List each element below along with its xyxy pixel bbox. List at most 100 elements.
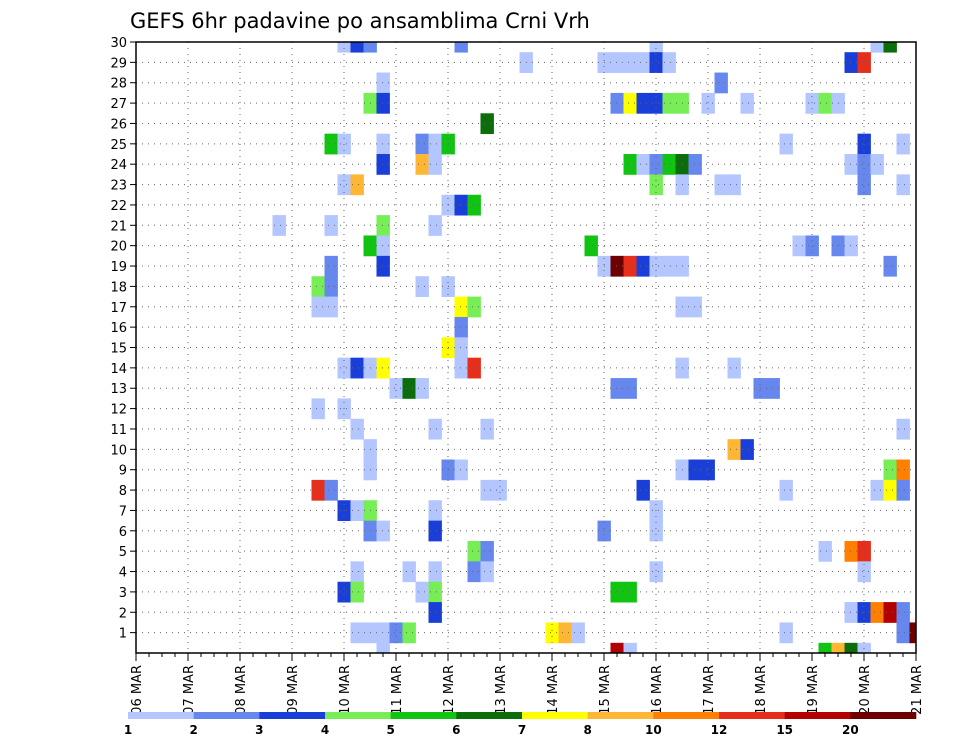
heatmap-cell xyxy=(376,215,390,236)
heatmap-cell xyxy=(376,154,390,175)
heatmap-cell xyxy=(870,42,884,53)
colorbar-swatch xyxy=(193,712,260,719)
heatmap-cell xyxy=(779,479,793,501)
y-tick-label: 22 xyxy=(110,199,127,214)
heatmap-cell xyxy=(649,520,663,542)
colorbar-label: 20 xyxy=(842,723,859,737)
heatmap-cell xyxy=(688,459,702,481)
x-tick-label: 06 MAR xyxy=(130,665,145,715)
heatmap-cell xyxy=(454,357,468,379)
heatmap-cell xyxy=(636,92,650,114)
heatmap-cell xyxy=(454,316,468,338)
heatmap-cell xyxy=(376,235,390,257)
heatmap-cell xyxy=(857,174,871,196)
heatmap-cell xyxy=(311,296,325,318)
heatmap-cell xyxy=(610,378,624,399)
colorbar-label: 5 xyxy=(386,723,394,737)
x-tick-label: 16 MAR xyxy=(650,665,665,715)
heatmap-cell xyxy=(896,174,910,196)
heatmap-cell xyxy=(350,500,364,522)
heatmap-cell xyxy=(415,276,429,297)
heatmap-cell xyxy=(662,52,676,73)
heatmap-cell xyxy=(779,622,793,644)
colorbar-label: 1 xyxy=(124,723,132,737)
colorbar-label: 8 xyxy=(583,723,591,737)
heatmap-cell xyxy=(792,235,806,257)
heatmap-cell xyxy=(337,174,351,196)
colorbar-swatch xyxy=(719,712,785,719)
heatmap-cell xyxy=(623,378,637,399)
x-tick-label: 13 MAR xyxy=(494,665,509,715)
heatmap-cell xyxy=(272,215,286,236)
x-tick-label: 10 MAR xyxy=(338,665,353,715)
y-tick-label: 8 xyxy=(119,484,127,499)
heatmap-cell xyxy=(350,357,364,379)
heatmap-cell xyxy=(844,52,858,73)
heatmap-cell xyxy=(324,276,338,297)
heatmap-cell xyxy=(909,622,917,644)
heatmap-cell xyxy=(454,42,468,53)
y-tick-label: 12 xyxy=(110,403,127,418)
y-tick-label: 11 xyxy=(110,423,127,438)
heatmap-cell xyxy=(428,561,442,583)
x-tick-label: 07 MAR xyxy=(182,665,197,715)
heatmap-cell xyxy=(727,174,741,196)
heatmap-cell xyxy=(649,92,663,114)
heatmap-cell xyxy=(324,255,338,277)
heatmap-cell xyxy=(480,479,494,501)
heatmap-cell xyxy=(870,479,884,501)
heatmap-cell xyxy=(428,154,442,175)
colorbar-swatch xyxy=(390,712,457,719)
heatmap-cell xyxy=(480,540,494,562)
y-tick-label: 14 xyxy=(110,362,127,377)
grid-lines xyxy=(136,42,916,653)
heatmap-cell xyxy=(376,622,390,644)
y-tick-label: 6 xyxy=(119,525,127,540)
heatmap-cell xyxy=(311,479,325,501)
heatmap-cell xyxy=(636,255,650,277)
heatmap-cell xyxy=(623,92,637,114)
colorbar-label: 15 xyxy=(776,723,793,737)
heatmap-cell xyxy=(428,133,442,155)
heatmap-cell xyxy=(623,642,637,654)
heatmap-cell xyxy=(805,235,819,257)
heatmap-cell xyxy=(415,133,429,155)
y-tick-label: 26 xyxy=(110,117,127,132)
heatmap-cell xyxy=(350,418,364,440)
heatmap-cell xyxy=(350,42,364,53)
colorbar-swatch xyxy=(522,712,588,719)
heatmap-cell xyxy=(649,52,663,73)
heatmap-cell xyxy=(610,255,624,277)
heatmap-cell xyxy=(454,459,468,481)
heatmap-cell xyxy=(857,154,871,175)
heatmap-cell xyxy=(454,194,468,216)
heatmap-cell xyxy=(896,602,910,623)
heatmap-cell xyxy=(649,174,663,196)
heatmap-cell xyxy=(324,133,338,155)
y-tick-label: 10 xyxy=(110,443,127,458)
heatmap-cell xyxy=(545,622,559,644)
heatmap-cell xyxy=(740,439,754,460)
y-tick-label: 28 xyxy=(110,77,127,92)
heatmap-cell xyxy=(831,642,845,654)
colorbar-swatch xyxy=(325,712,391,719)
y-tick-label: 15 xyxy=(110,342,127,357)
heatmap-cell xyxy=(818,92,832,114)
x-tick-label: 20 MAR xyxy=(858,665,873,715)
colorbar-swatch xyxy=(128,712,194,719)
heatmap-cell xyxy=(779,133,793,155)
heatmap-cell xyxy=(402,378,416,399)
heatmap-cell xyxy=(714,72,728,94)
heatmap-cell xyxy=(883,459,897,481)
x-tick-label: 08 MAR xyxy=(234,665,249,715)
heatmap-cell xyxy=(662,255,676,277)
y-tick-label: 27 xyxy=(110,97,127,112)
heatmap-cell xyxy=(480,113,494,135)
y-tick-label: 4 xyxy=(119,566,127,581)
heatmap-cell xyxy=(376,72,390,94)
colorbar-legend: 1 2 3 4 5 6 7 8 10 12 15 20 xyxy=(124,712,917,737)
heatmap-cell xyxy=(467,357,481,379)
colorbar-label: 10 xyxy=(645,723,662,737)
heatmap-cell xyxy=(584,235,598,257)
